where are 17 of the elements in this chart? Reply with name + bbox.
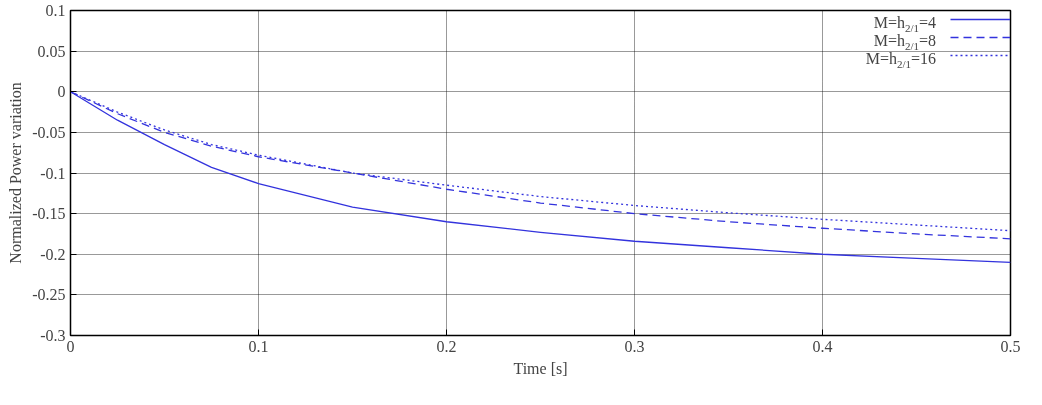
x-axis-title: Time [s] xyxy=(513,359,568,377)
x-tick-label: 0.4 xyxy=(812,337,833,355)
x-tick-label: 0.2 xyxy=(436,337,457,355)
y-axis-title: Normalized Power variation xyxy=(7,82,25,264)
y-tick-label: -0.2 xyxy=(40,245,66,263)
y-tick-label: -0.25 xyxy=(32,286,66,304)
y-tick-label: -0.3 xyxy=(40,327,66,344)
y-tick-label: 0.1 xyxy=(45,2,66,19)
legend-labels: M=h$_{2/1}$=4 M=h$_{2/1}$=8 M=h$_{2/1}$=16 xyxy=(865,14,936,68)
y-tick-label: -0.1 xyxy=(40,164,66,182)
x-tick-label: 0.1 xyxy=(248,337,269,355)
x-tick-label: 0.3 xyxy=(624,337,645,355)
y-tick-label: -0.15 xyxy=(32,205,66,223)
y-tick-label: 0.05 xyxy=(37,42,66,60)
x-tick-label: 0.5 xyxy=(1000,337,1021,355)
y-tick-label: 0 xyxy=(57,83,66,101)
y-tick-label: -0.05 xyxy=(32,123,66,141)
